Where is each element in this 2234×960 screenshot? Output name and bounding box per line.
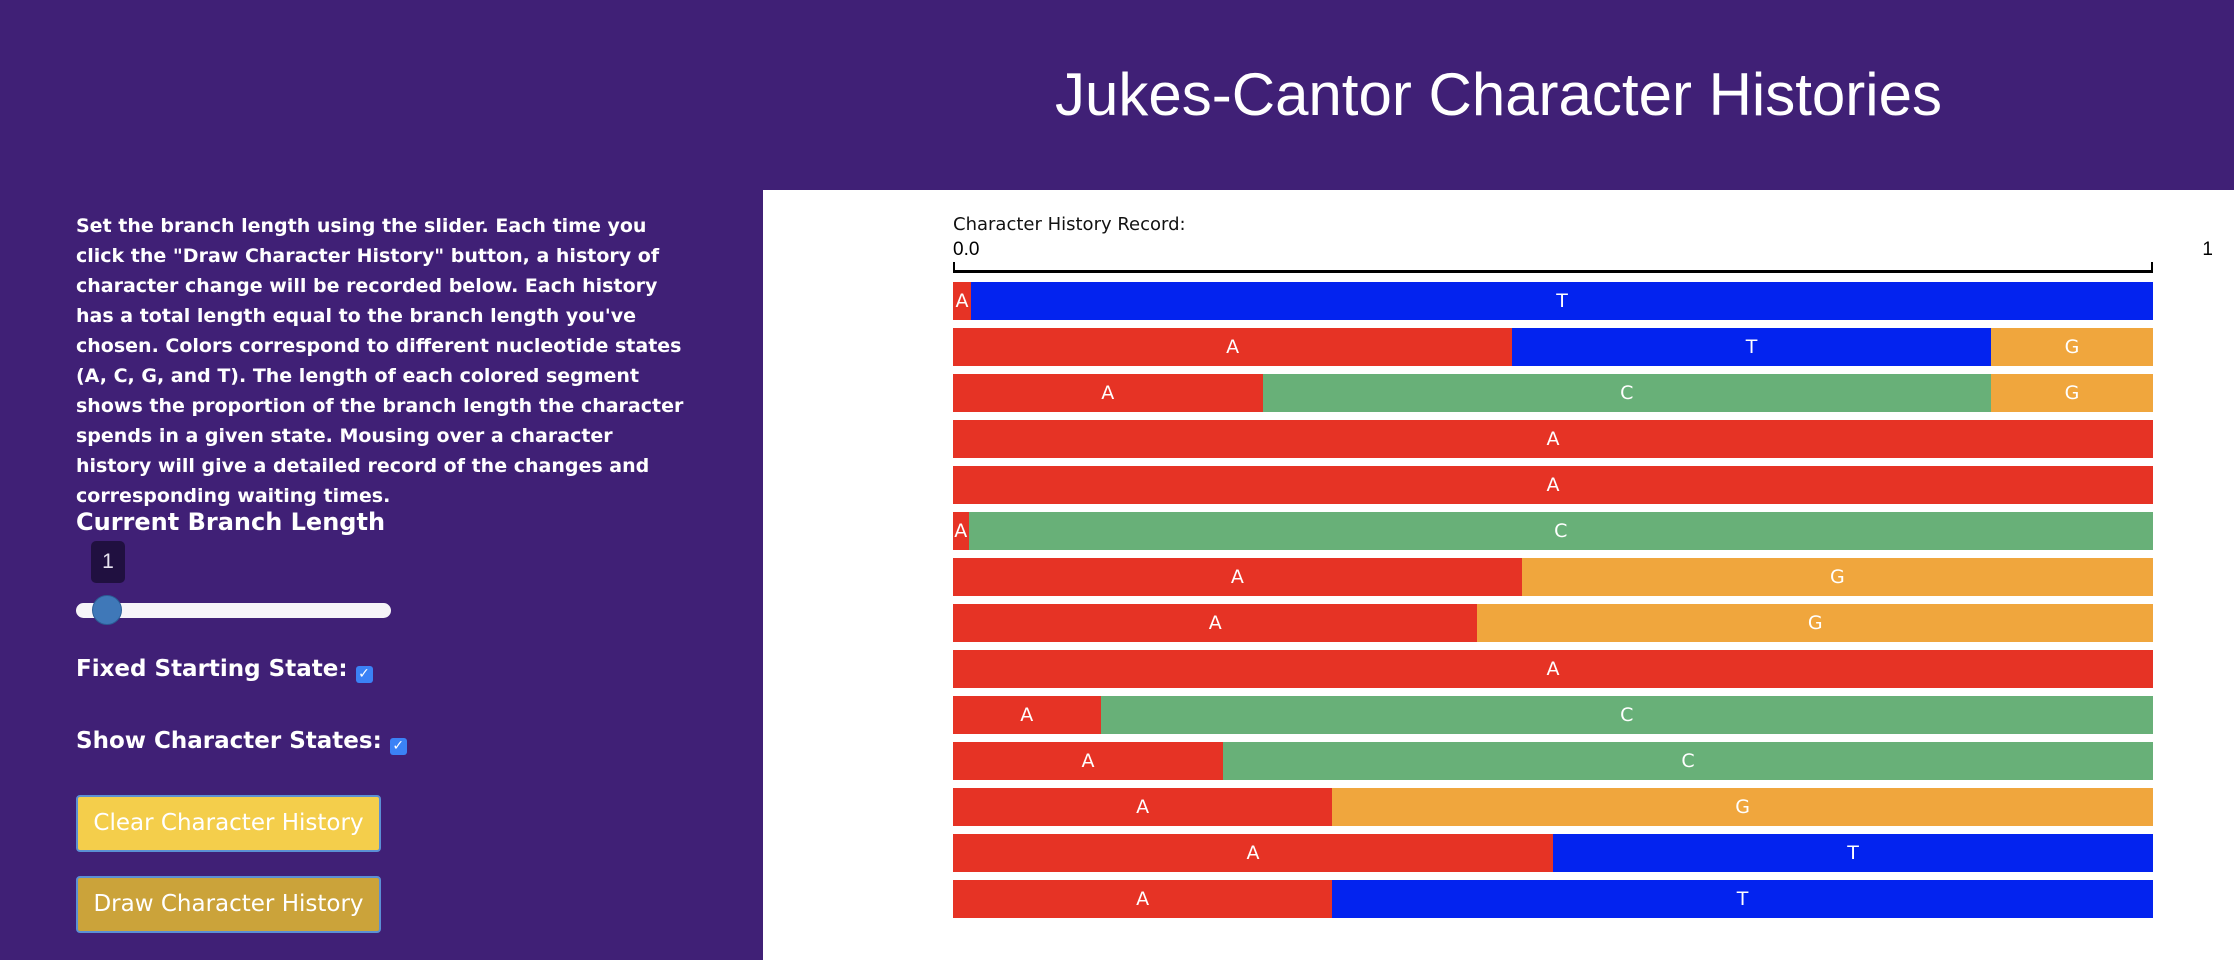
draw-character-history-button[interactable]: Draw Character History (76, 876, 381, 933)
history-segment-T: T (1332, 880, 2153, 918)
history-segment-G: G (1521, 558, 2153, 596)
scale-max-label: 1 (2202, 239, 2213, 260)
character-history-row[interactable]: A (953, 420, 2153, 458)
history-segment-G: G (1332, 788, 2153, 826)
instructions-text: Set the branch length using the slider. … (76, 215, 684, 507)
history-segment-C: C (968, 512, 2153, 550)
history-segment-A: A (953, 834, 1553, 872)
history-segment-T: T (1553, 834, 2153, 872)
history-segment-A: A (953, 788, 1333, 826)
history-segment-G: G (1477, 604, 2153, 642)
history-segment-A: A (953, 512, 969, 550)
show-character-states-row: Show Character States: ✓ (76, 725, 407, 757)
history-segment-C: C (1223, 742, 2153, 780)
history-segment-A: A (953, 328, 1513, 366)
branch-length-slider-thumb[interactable] (92, 595, 122, 625)
branch-length-label: Current Branch Length (76, 508, 386, 536)
clear-character-history-button[interactable]: Clear Character History (76, 795, 381, 852)
slider-value-tooltip: 1 (91, 541, 125, 583)
history-segment-A: A (953, 420, 2153, 458)
history-segment-T: T (1512, 328, 1991, 366)
history-segment-G: G (1990, 374, 2153, 412)
history-segment-G: G (1990, 328, 2153, 366)
history-segment-A: A (953, 742, 1223, 780)
history-segment-A: A (953, 374, 1263, 412)
show-character-states-checkbox[interactable]: ✓ (389, 738, 407, 755)
history-segment-A: A (953, 880, 1333, 918)
history-segment-C: C (1100, 696, 2153, 734)
history-segment-C: C (1262, 374, 1991, 412)
scale-axis-line (953, 270, 2153, 273)
history-segment-A: A (953, 558, 1522, 596)
history-segment-A: A (953, 604, 1478, 642)
record-label: Character History Record: (953, 214, 1186, 235)
fixed-starting-state-label: Fixed Starting State: (76, 656, 348, 682)
history-segment-T: T (971, 282, 2153, 320)
branch-length-slider-track[interactable] (76, 603, 391, 618)
character-history-row[interactable]: A (953, 466, 2153, 504)
fixed-starting-state-checkbox[interactable]: ✓ (355, 666, 373, 683)
history-segment-A: A (953, 466, 2153, 504)
scale-tick-left (953, 262, 955, 272)
page-title: Jukes-Cantor Character Histories (1055, 61, 1942, 128)
character-history-row[interactable]: A (953, 650, 2153, 688)
history-segment-A: A (953, 696, 1101, 734)
fixed-starting-state-row: Fixed Starting State: ✓ (76, 653, 373, 685)
show-character-states-label: Show Character States: (76, 728, 382, 754)
scale-min-label: 0.0 (953, 239, 980, 260)
history-segment-A: A (953, 282, 971, 320)
scale-tick-right (2151, 262, 2153, 272)
history-segment-A: A (953, 650, 2153, 688)
